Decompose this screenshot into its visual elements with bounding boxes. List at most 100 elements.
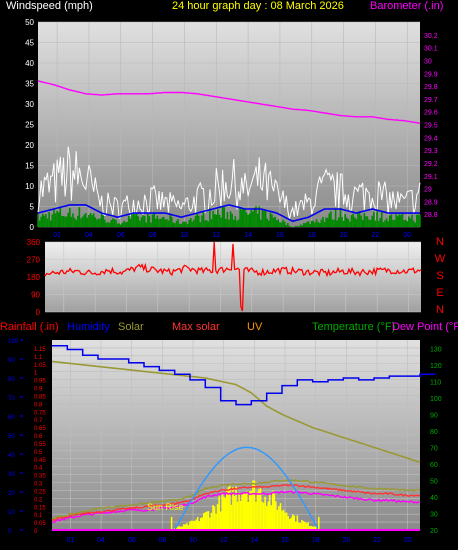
time-tick-label: 10 xyxy=(189,537,197,544)
time-tick-label: 14 xyxy=(251,537,259,544)
time-tick-label: 04 xyxy=(85,232,93,239)
wind-direction-series xyxy=(44,241,422,312)
wind-speed-series xyxy=(37,204,420,223)
time-tick-label: 12 xyxy=(212,232,220,239)
humidity-tick-label: 30 xyxy=(8,472,15,478)
time-tick-label: 08 xyxy=(159,537,167,544)
wind-direction-marks xyxy=(44,241,422,312)
humidity-tick-label: 60 xyxy=(8,415,15,421)
time-tick-label: 06 xyxy=(117,232,125,239)
rainfall-tick-label: 0.05 xyxy=(34,521,46,527)
barometer-tick-label: 28.9 xyxy=(424,199,438,206)
rainfall-axis-title: Rainfall (.in) xyxy=(0,321,59,333)
time-tick-label: 01 xyxy=(53,232,61,239)
wind-average-series xyxy=(37,206,421,227)
compass-label: N xyxy=(436,236,444,248)
rainfall-tick-label: 0.65 xyxy=(34,426,46,432)
rainfall-tick-label: 0.25 xyxy=(34,489,46,495)
wind-panel-grid xyxy=(38,21,420,228)
wind-direction-axis: 0 90 180 270 360 xyxy=(27,238,41,317)
temperature-tick-label: 40 xyxy=(430,495,438,502)
barometer-axis: 28.8 28.9 29 29.1 29.2 29.3 29.4 29.5 29.6 29.7 29… xyxy=(424,33,438,219)
rainfall-tick-label: 0.6 xyxy=(34,434,43,440)
compass-label: S xyxy=(436,270,443,282)
rainfall-tick-label: 1.05 xyxy=(34,363,46,369)
barometer-tick-label: 29 xyxy=(424,187,432,194)
wind-direction-tick-label: 180 xyxy=(27,273,41,282)
humidity-series xyxy=(52,344,436,406)
wind-direction-tick-label: 360 xyxy=(27,238,41,247)
time-tick-label: 18 xyxy=(312,537,320,544)
compass-label: E xyxy=(436,287,443,299)
compass-label: N xyxy=(436,304,444,316)
wind-speed-tick-label: 30 xyxy=(25,100,34,109)
humidity-tick-label: 0 xyxy=(8,529,12,535)
wind-speed-tick-label: 15 xyxy=(25,162,34,171)
rainfall-tick-label: 0.9 xyxy=(34,387,43,393)
temperature-axis: 20 30 40 50 60 70 80 90 100 110 120 130 xyxy=(430,346,442,535)
time-tick-label: 10 xyxy=(181,232,189,239)
barometer-tick-label: 29.5 xyxy=(424,123,438,130)
barometer-series xyxy=(37,80,421,124)
time-tick-label: 04 xyxy=(97,537,105,544)
barometer-tick-label: 29.9 xyxy=(424,71,438,78)
uv-legend: UV xyxy=(247,321,263,333)
barometer-tick-label: 29.1 xyxy=(424,174,438,181)
wind-direction-tick-label: 270 xyxy=(27,256,41,265)
time-tick-label: 20 xyxy=(343,537,351,544)
wind-speed-tick-label: 5 xyxy=(30,203,35,212)
barometer-axis-title: Barometer (.in) xyxy=(370,0,443,12)
barometer-tick-label: 30.2 xyxy=(424,33,438,40)
time-tick-label: 00 xyxy=(403,232,411,239)
barometer-tick-label: 29.3 xyxy=(424,148,438,155)
compass-label: W xyxy=(435,253,446,265)
uv-series xyxy=(174,446,320,531)
barometer-tick-label: 29.8 xyxy=(424,84,438,91)
rainfall-tick-label: 0 xyxy=(34,529,38,535)
humidity-tick-label: 20 xyxy=(8,491,15,497)
temperature-tick-label: 20 xyxy=(430,528,438,535)
rainfall-tick-label: 0.8 xyxy=(34,402,43,408)
rainfall-tick-label: 0.95 xyxy=(34,379,46,385)
humidity-tick-label: 70 xyxy=(8,396,15,402)
time-tick-label: 22 xyxy=(373,537,381,544)
wind-direction-tick-label: 0 xyxy=(36,308,41,317)
temperature-tick-label: 70 xyxy=(430,445,438,452)
rainfall-tick-label: 0.55 xyxy=(34,442,46,448)
wind-speed-tick-label: 45 xyxy=(25,39,34,48)
max-solar-legend: Max solar xyxy=(172,321,220,333)
rainfall-tick-label: 0.3 xyxy=(34,482,43,488)
wind-direction-grid xyxy=(45,241,421,313)
temperature-tick-label: 60 xyxy=(430,462,438,469)
wind-panel-x-axis: 01 04 06 08 10 12 14 16 18 20 22 00 xyxy=(53,232,411,239)
humidity-tick-label: 90 xyxy=(8,358,15,364)
time-tick-label: 01 xyxy=(67,537,75,544)
rainfall-tick-label: 0.4 xyxy=(34,466,43,472)
rainfall-axis: 0 0.05 0.1 0.15 0.2 0.250.3 0.35 0.4 0.45 0.5 0.55… xyxy=(34,347,46,535)
temperature-axis-title: Temperature (°F) xyxy=(312,321,395,333)
time-tick-label: 20 xyxy=(340,232,348,239)
wind-speed-tick-label: 0 xyxy=(30,223,35,232)
humidity-tick-label: 80 xyxy=(8,377,15,383)
wind-speed-tick-label: 25 xyxy=(25,121,34,130)
humidity-tick-label: 100 xyxy=(8,339,19,345)
temperature-tick-label: 110 xyxy=(430,379,441,386)
time-tick-label: 16 xyxy=(276,232,284,239)
solar-legend: Solar xyxy=(118,321,144,333)
dew-point-series xyxy=(52,490,421,523)
temperature-tick-label: 100 xyxy=(430,396,442,403)
wind-panel-marks xyxy=(37,80,421,227)
barometer-tick-label: 28.8 xyxy=(424,212,438,219)
time-tick-label: 08 xyxy=(149,232,157,239)
barometer-tick-label: 30 xyxy=(424,58,432,65)
time-tick-label: 06 xyxy=(128,537,136,544)
solar-series xyxy=(51,479,421,520)
temperature-tick-label: 30 xyxy=(430,511,438,518)
temperature-series xyxy=(51,360,421,464)
barometer-tick-label: 29.4 xyxy=(424,135,438,142)
temperature-tick-label: 80 xyxy=(430,429,438,436)
weather-panel-x-axis: 01 04 06 08 10 12 14 16 18 20 22 00 xyxy=(67,537,412,544)
chart-title: 24 hour graph day : 08 March 2026 xyxy=(172,0,344,12)
